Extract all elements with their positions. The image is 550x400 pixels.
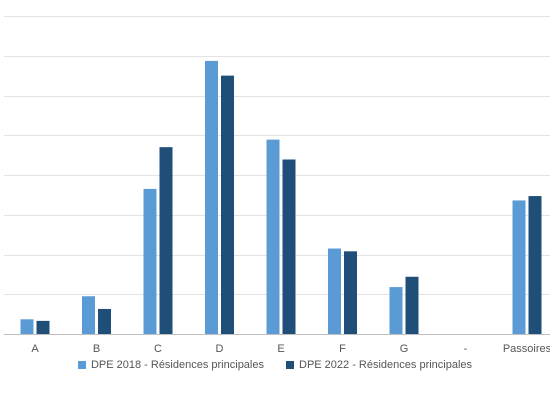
bar-2018-d	[205, 60, 218, 334]
x-tick-label: G	[400, 343, 409, 355]
x-tick-label: A	[31, 343, 39, 355]
bar-2018-b	[82, 296, 95, 334]
x-tick-label: -	[464, 343, 468, 355]
bar-2018-passoires	[512, 200, 526, 334]
x-tick-label: C	[154, 343, 162, 355]
legend-item-2018: DPE 2018 - Résidences principales	[77, 359, 264, 371]
legend-swatch-2018	[77, 361, 86, 369]
bar-2022-d	[221, 75, 234, 334]
x-tick-label: D	[216, 343, 224, 355]
bar-2018-g	[389, 287, 403, 334]
bar-2018-c	[143, 188, 157, 334]
bar-2022-c	[159, 147, 173, 334]
x-tick-label: F	[339, 343, 346, 355]
x-tick-label: B	[93, 343, 100, 355]
legend-item-2022: DPE 2022 - Résidences principales	[286, 359, 472, 371]
x-tick-label: E	[277, 343, 284, 355]
x-tick-labels: A B C D E F G - Passoires	[31, 343, 550, 355]
legend: DPE 2018 - Résidences principales DPE 20…	[0, 359, 550, 371]
bar-2018-f	[328, 248, 341, 334]
bar-2018-e	[266, 139, 280, 334]
bar-2022-passoires	[528, 196, 542, 334]
legend-label-2022: DPE 2022 - Résidences principales	[299, 359, 473, 371]
x-tick-label: Passoires	[503, 343, 550, 355]
bars	[20, 60, 542, 334]
bar-2022-e	[282, 159, 296, 334]
legend-swatch-2022	[286, 361, 294, 369]
legend-label-2018: DPE 2018 - Résidences principales	[90, 359, 264, 371]
bar-2018-a	[20, 319, 34, 334]
bar-2022-g	[405, 276, 419, 334]
bar-2022-f	[344, 251, 357, 334]
bar-2022-b	[98, 308, 111, 334]
bar-2022-a	[36, 320, 50, 334]
